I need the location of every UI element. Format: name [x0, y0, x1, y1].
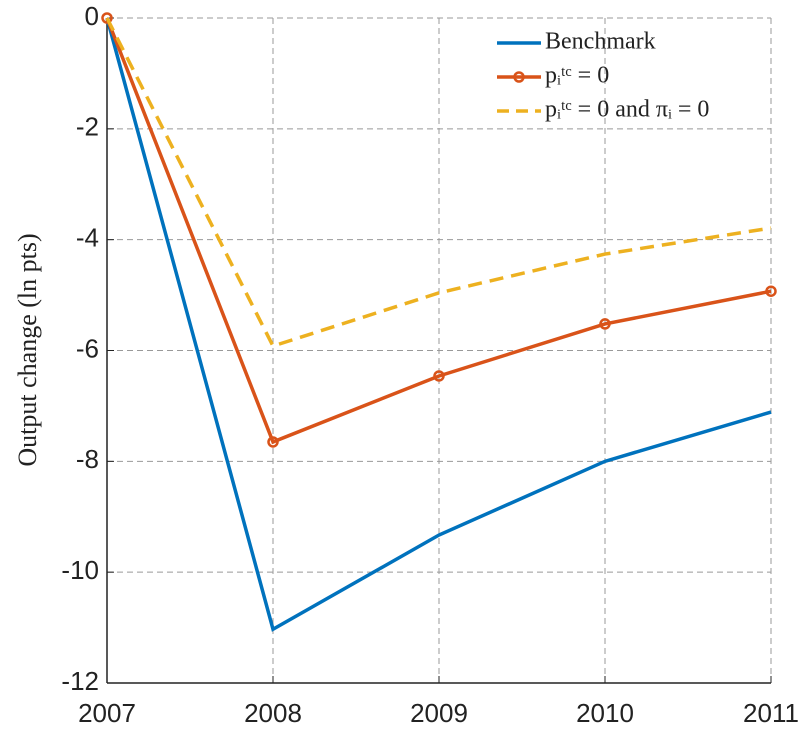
y-tick-label: -4: [76, 223, 99, 253]
y-axis-label: Output change (ln pts): [13, 233, 42, 466]
x-tick-label: 2011: [743, 698, 799, 728]
y-tick-label: -6: [76, 333, 99, 363]
x-tick-label: 2010: [576, 698, 634, 728]
series-line: [105, 17, 772, 445]
y-tick-label: -2: [76, 112, 99, 142]
marker: [101, 12, 113, 24]
x-tick-label: 2009: [410, 698, 468, 728]
marker: [765, 285, 777, 297]
legend-label: pᵢᵗᶜ = 0 and πᵢ = 0: [545, 97, 709, 123]
marker: [599, 318, 611, 330]
x-tick-label: 2008: [244, 698, 302, 728]
series-line: [105, 17, 772, 632]
marker: [433, 370, 445, 382]
series-line: [105, 17, 772, 349]
legend-label: Benchmark: [545, 29, 656, 55]
marker: [267, 436, 279, 448]
y-tick-label: -12: [61, 666, 99, 696]
y-tick-label: 0: [85, 1, 99, 31]
y-tick-label: -10: [61, 555, 99, 585]
x-tick-label: 2007: [78, 698, 136, 728]
y-tick-label: -8: [76, 444, 99, 474]
legend-marker: [513, 71, 525, 83]
legend-label: pᵢᵗᶜ = 0: [545, 63, 609, 89]
